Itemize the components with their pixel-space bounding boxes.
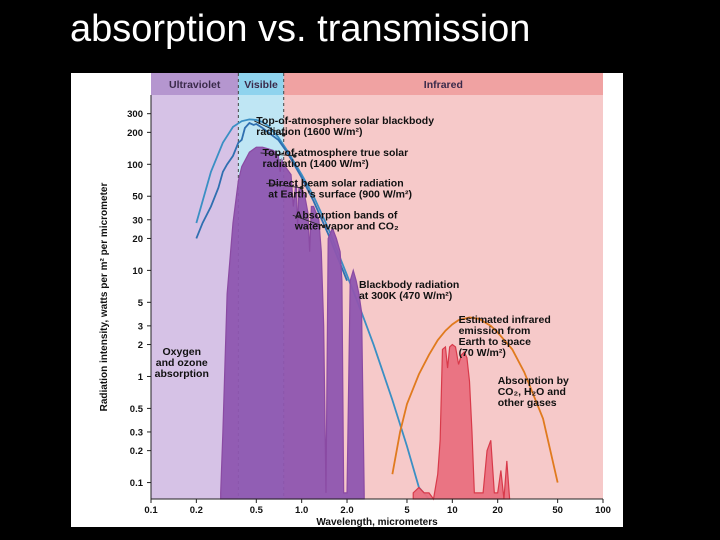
annotation-leader [260, 152, 295, 157]
annotation-arrowhead [292, 154, 297, 158]
y-tick-label: 2 [138, 340, 143, 351]
annotation-3: Absorption bands of water vapor and CO₂ [294, 209, 399, 232]
y-tick-label: 10 [132, 266, 143, 277]
x-axis-label: Wavelength, micrometers [316, 517, 438, 527]
y-tick-label: 30 [132, 215, 143, 226]
x-tick-label: 5 [404, 505, 410, 516]
y-tick-label: 0.2 [130, 446, 143, 457]
annotation-leader [292, 214, 324, 227]
x-tick-label: 0.2 [190, 505, 203, 516]
slide-title: absorption vs. transmission [70, 8, 531, 50]
y-tick-label: 200 [127, 128, 143, 139]
annotation-line: Earth to space [459, 336, 532, 348]
x-tick-label: 20 [492, 505, 503, 516]
annotation-5: Estimated infrared emission from Earth to … [459, 314, 551, 359]
annotation-leader [266, 182, 302, 189]
annotation-line: Blackbody radiation [359, 279, 459, 291]
annotation-line: at Earth’s surface (900 W/m²) [268, 188, 412, 200]
band-header-ultraviolet [151, 73, 239, 95]
x-tick-label: 50 [552, 505, 563, 516]
annotation-line: at 300K (470 W/m²) [359, 290, 452, 302]
band-label-ultraviolet: Ultraviolet [169, 79, 221, 91]
y-tick-label: 300 [127, 109, 143, 120]
x-tick-label: 100 [595, 505, 611, 516]
band-header-visible [238, 73, 284, 95]
band-header-infrared [283, 73, 603, 95]
y-tick-label: 0.1 [130, 478, 144, 489]
annotation-arrowhead [299, 186, 304, 190]
annotation-line: Absorption bands of [295, 209, 398, 221]
annotation-4: Blackbody radiation at 300K (470 W/m²) [359, 279, 459, 302]
series-line-1 [195, 121, 348, 282]
annotation-1: Top-of-atmosphere true solar radiation (1… [263, 147, 409, 170]
band-label-visible: Visible [244, 79, 278, 91]
annotation-line: and ozone [156, 357, 208, 369]
y-tick-label: 0.3 [130, 427, 143, 438]
band-label-infrared: Infrared [424, 79, 463, 91]
annotation-line: water vapor and CO₂ [294, 220, 399, 232]
annotation-line: radiation (1600 W/m²) [256, 126, 362, 138]
annotation-line: Top-of-atmosphere solar blackbody [256, 115, 434, 127]
series-line-3 [391, 316, 559, 483]
annotation-line: Absorption by [498, 375, 569, 387]
y-tick-label: 50 [132, 192, 143, 203]
x-tick-label: 10 [447, 505, 458, 516]
annotation-line: Estimated infrared [459, 314, 551, 326]
annotation-line: absorption [155, 368, 209, 380]
annotation-leader [254, 120, 284, 136]
series-line-0 [195, 118, 430, 500]
annotation-2: Direct beam solar radiation at Earth’s su… [268, 177, 412, 200]
y-tick-label: 3 [138, 321, 143, 332]
x-tick-label: 2.0 [340, 505, 353, 516]
annotation-6: Absorption by CO₂, H₂O and other gases [498, 375, 569, 409]
series-area-4 [412, 343, 511, 501]
y-tick-label: 5 [138, 298, 144, 309]
annotation-line: Oxygen [162, 346, 201, 358]
chart: Ultraviolet Visible Infrared 3002001005030… [71, 73, 623, 527]
annotation-arrowhead [321, 224, 326, 229]
y-axis-label: Radiation intensity, watts per m² per mi… [99, 183, 110, 412]
annotation-line: radiation (1400 W/m²) [263, 158, 369, 170]
x-tick-label: 0.5 [250, 505, 264, 516]
annotation-line: emission from [459, 325, 531, 337]
y-tick-label: 100 [127, 160, 143, 171]
y-tick-label: 1 [138, 372, 144, 383]
annotation-line: Top-of-atmosphere true solar [263, 147, 409, 159]
annotation-line: other gases [498, 397, 557, 409]
series-area-2 [220, 146, 365, 500]
annotation-line: (70 W/m²) [459, 347, 506, 359]
y-tick-label: 0.5 [130, 404, 144, 415]
x-tick-label: 1.0 [295, 505, 308, 516]
annotation-7: Oxygen and ozone absorption [155, 346, 209, 380]
annotation-arrowhead [281, 132, 286, 137]
y-tick-label: 20 [132, 234, 143, 245]
x-tick-label: 0.1 [144, 505, 158, 516]
annotation-line: CO₂, H₂O and [498, 386, 566, 398]
